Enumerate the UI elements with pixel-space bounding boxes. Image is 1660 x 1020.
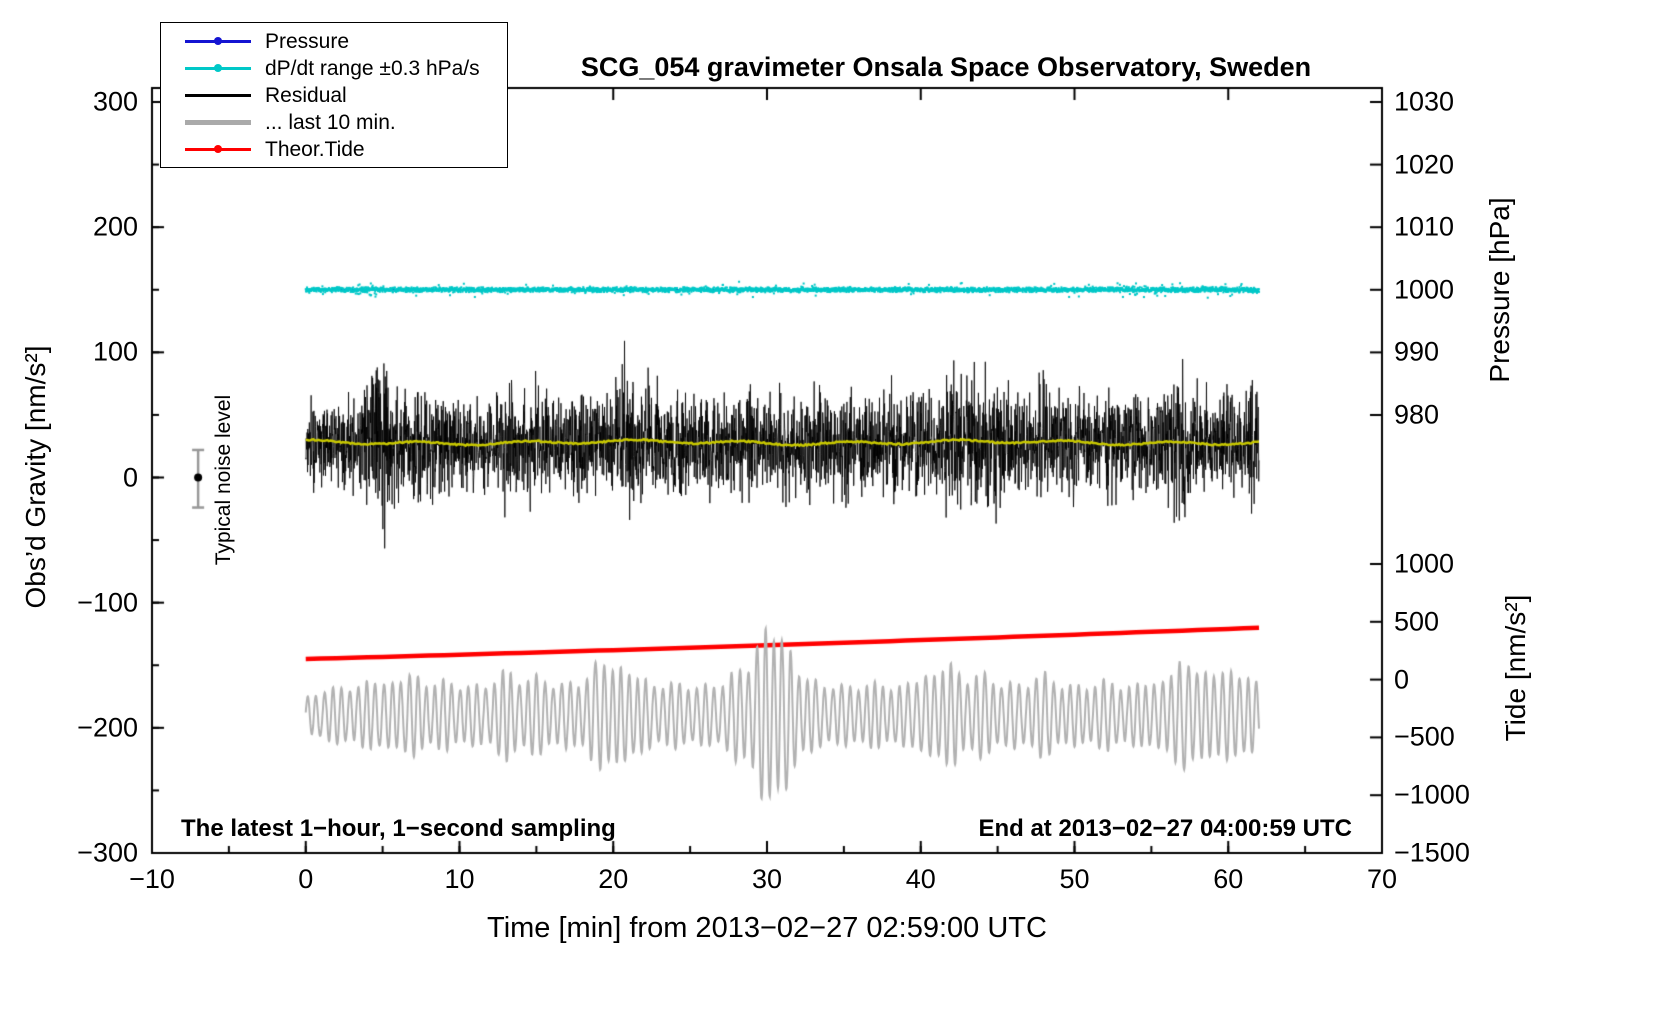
- x-tick-label: 50: [1059, 864, 1090, 894]
- pressure-tick-label: 1000: [1394, 274, 1455, 305]
- x-tick-label: 60: [1213, 864, 1244, 894]
- tide-tick-label: 500: [1394, 606, 1440, 637]
- legend-marker-icon: [185, 145, 251, 154]
- legend-label: Residual: [265, 83, 347, 107]
- tide-tick-label: −1000: [1394, 779, 1470, 810]
- legend-label: Theor.Tide: [265, 137, 365, 161]
- legend-item-2: Residual: [185, 82, 507, 109]
- gravity-tick-label: −200: [77, 712, 138, 743]
- legend-marker-icon: [185, 91, 251, 100]
- tide-tick-label: −500: [1394, 721, 1455, 752]
- noise-level-label: Typical noise level: [212, 394, 235, 566]
- pressure-tick-label: 1010: [1394, 211, 1455, 242]
- y-axis-label-pressure: Pressure [hPa]: [1484, 197, 1515, 383]
- pressure-tick-label: 990: [1394, 336, 1440, 367]
- legend-dot-icon: [214, 64, 222, 72]
- x-tick-label: 0: [298, 864, 314, 894]
- legend-item-4: Theor.Tide: [185, 136, 507, 163]
- legend-marker-icon: [185, 118, 251, 127]
- legend-item-3: ... last 10 min.: [185, 109, 507, 136]
- gravity-tick-label: −100: [77, 587, 138, 618]
- tide-tick-label: 1000: [1394, 548, 1455, 579]
- tide-tick-label: −1500: [1394, 837, 1470, 868]
- x-tick-label: 30: [751, 864, 783, 894]
- sampling-note: The latest 1−hour, 1−second sampling: [181, 815, 616, 842]
- legend-label: dP/dt range ±0.3 hPa/s: [265, 56, 480, 80]
- legend-marker-icon: [185, 64, 251, 73]
- x-tick-label: 20: [598, 864, 629, 894]
- y-axis-label-tide: Tide [nm/s²]: [1500, 594, 1531, 742]
- x-axis-label: Time [min] from 2013−02−27 02:59:00 UTC: [487, 912, 1047, 944]
- y-axis-label-gravity: Obs’d Gravity [nm/s²]: [20, 345, 51, 609]
- legend-marker-icon: [185, 37, 251, 46]
- tide-tick-label: 0: [1394, 664, 1410, 695]
- legend: Pressure dP/dt range ±0.3 hPa/s Residual..…: [160, 22, 508, 168]
- chart-title: SCG_054 gravimeter Onsala Space Observat…: [580, 52, 1312, 82]
- pressure-tick-label: 980: [1394, 399, 1440, 430]
- x-tick-label: 70: [1366, 864, 1398, 894]
- legend-items: Pressure dP/dt range ±0.3 hPa/s Residual..…: [185, 28, 507, 163]
- x-tick-label: 40: [905, 864, 936, 894]
- legend-dot-icon: [214, 37, 222, 45]
- x-tick-label: −10: [129, 864, 175, 894]
- gravity-tick-label: 200: [92, 211, 138, 242]
- legend-dot-icon: [214, 145, 222, 153]
- legend-label: ... last 10 min.: [265, 110, 396, 134]
- gravity-tick-label: 100: [92, 336, 138, 367]
- legend-label: Pressure: [265, 29, 350, 53]
- x-tick-label: 10: [444, 864, 475, 894]
- gravity-tick-label: 300: [92, 86, 138, 117]
- gravity-tick-label: −300: [77, 837, 138, 868]
- end-time-note: End at 2013−02−27 04:00:59 UTC: [978, 815, 1352, 842]
- gravity-tick-label: 0: [122, 462, 138, 492]
- pressure-tick-label: 1030: [1394, 86, 1455, 117]
- legend-item-0: Pressure: [185, 28, 507, 55]
- pressure-tick-label: 1020: [1394, 149, 1455, 180]
- legend-item-1: dP/dt range ±0.3 hPa/s: [185, 55, 507, 82]
